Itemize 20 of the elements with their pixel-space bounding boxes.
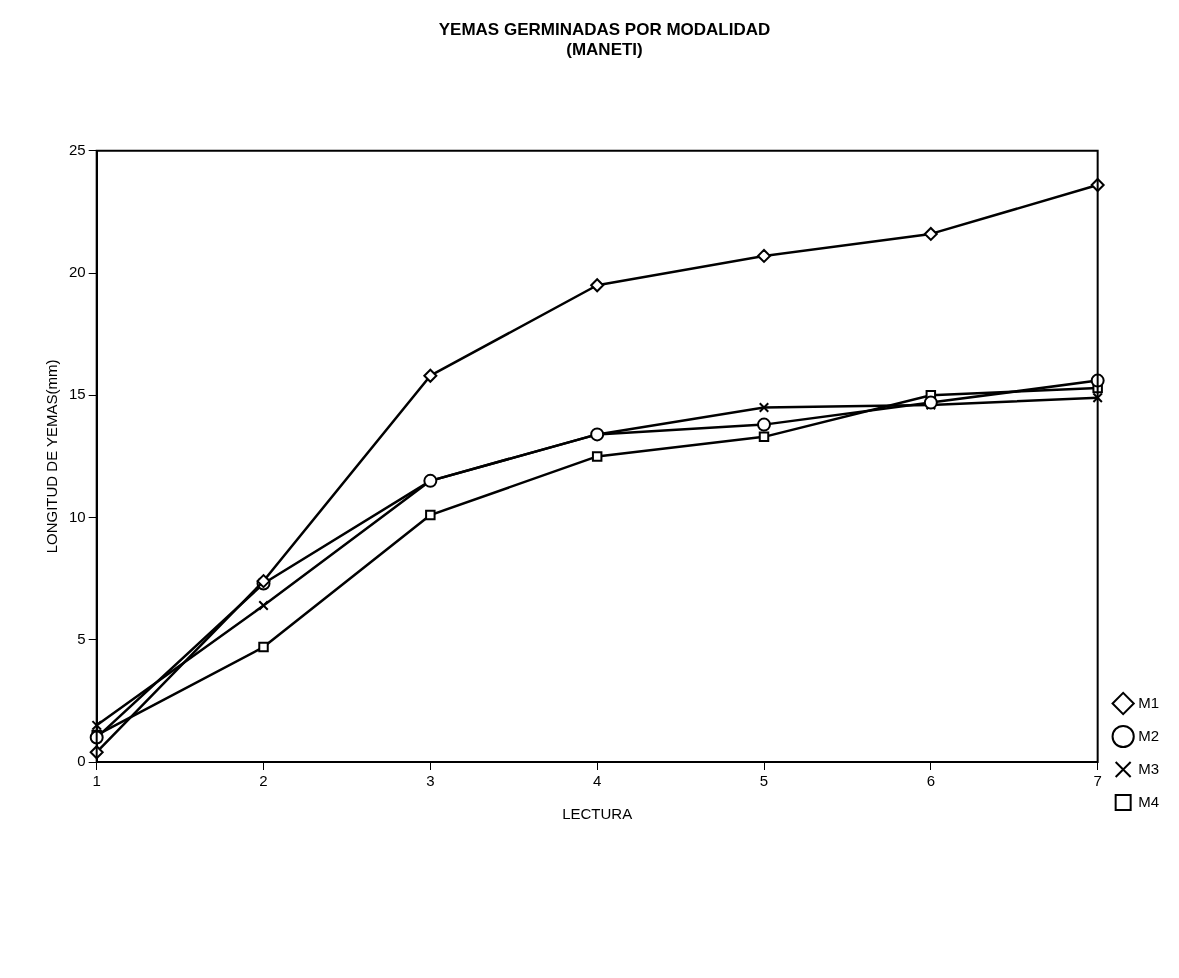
x-tick-label: 1 xyxy=(92,772,101,790)
x-tick-label: 7 xyxy=(1093,772,1102,790)
y-tick-label: 0 xyxy=(77,752,86,770)
y-axis-title: LONGITUD DE YEMAS(mm) xyxy=(43,359,61,554)
y-tick-label: 25 xyxy=(69,140,86,158)
legend-label: M1 xyxy=(1138,693,1160,711)
x-tick-label: 5 xyxy=(759,772,769,790)
y-tick-label: 15 xyxy=(69,385,86,403)
y-tick-label: 5 xyxy=(77,629,86,647)
chart-title: YEMAS GERMINADAS POR MODALIDAD (MANETI) xyxy=(438,19,771,60)
x-tick-label: 4 xyxy=(593,772,602,790)
x-axis-title: LECTURA xyxy=(562,805,633,823)
x-tick-label: 6 xyxy=(926,772,935,790)
legend-label: M3 xyxy=(1138,759,1160,777)
x-tick-label: 3 xyxy=(426,772,435,790)
legend-label: M4 xyxy=(1138,792,1160,810)
y-tick-label: 20 xyxy=(69,263,86,281)
legend-label: M2 xyxy=(1138,726,1160,744)
y-tick-label: 10 xyxy=(69,507,86,525)
x-tick-label: 2 xyxy=(259,772,268,790)
